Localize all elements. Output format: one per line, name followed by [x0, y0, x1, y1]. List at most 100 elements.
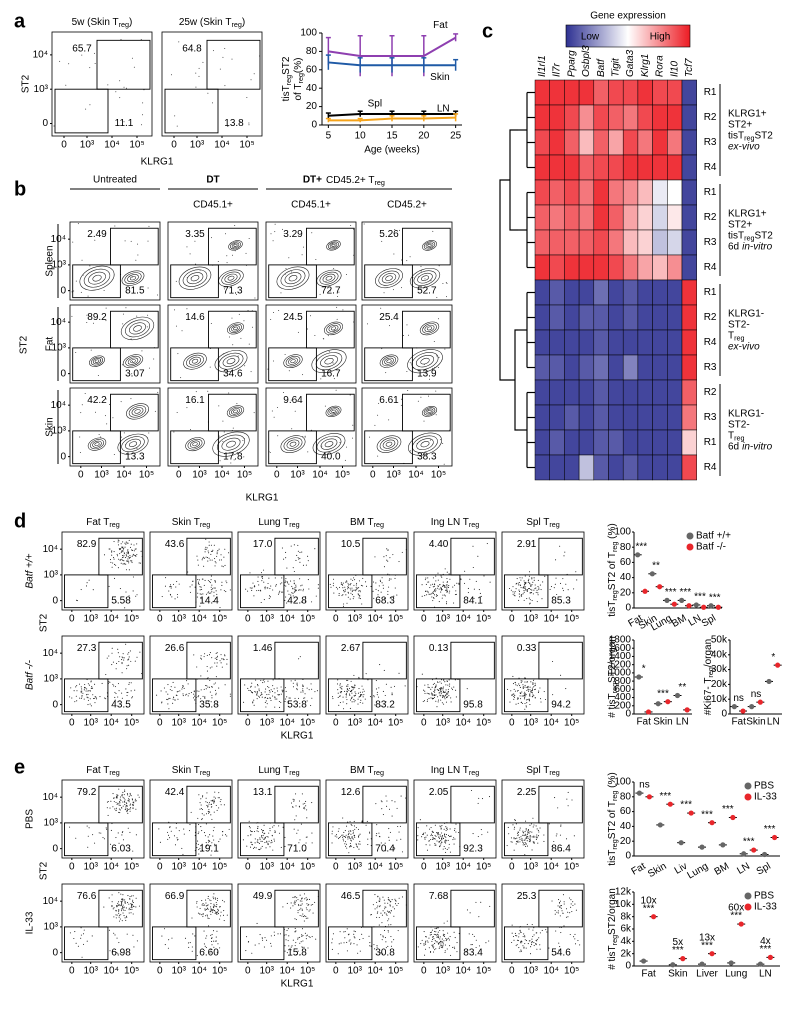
event-dot: [127, 691, 129, 693]
event-dot: [158, 828, 160, 830]
event-dot: [361, 694, 363, 696]
event-dot: [520, 931, 522, 933]
event-dot: [527, 832, 529, 834]
event-dot: [121, 807, 123, 809]
event-dot: [431, 686, 433, 688]
event-dot: [268, 832, 270, 834]
event-dot: [434, 940, 436, 942]
event-dot: [360, 699, 362, 701]
heatmap-cell: [534, 179, 550, 206]
event-dot: [386, 548, 388, 550]
event-dot: [443, 935, 445, 938]
event-dot: [137, 254, 139, 256]
event-dot: [448, 585, 450, 587]
heatmap-cell: [622, 229, 639, 256]
event-dot: [551, 900, 553, 902]
event-dot: [105, 307, 107, 309]
event-dot: [437, 681, 439, 684]
mean-dot: [636, 674, 642, 680]
event-dot: [260, 692, 262, 694]
event-dot: [438, 841, 440, 843]
contour-line: [192, 442, 198, 447]
gate: [450, 889, 495, 928]
event-dot: [227, 125, 229, 127]
event-dot: [122, 551, 124, 553]
heatmap-cell: [593, 429, 609, 456]
heatmap-cell: [593, 104, 609, 131]
event-dot: [438, 265, 440, 267]
event-dot: [112, 562, 114, 564]
event-dot: [518, 837, 520, 839]
event-dot: [117, 832, 119, 834]
event-dot: [394, 900, 396, 902]
event-dot: [196, 666, 198, 668]
event-dot: [532, 935, 534, 938]
column-header-part: reg: [469, 768, 479, 777]
heatmap-cell: [593, 204, 609, 231]
event-dot: [440, 695, 442, 697]
event-dot: [432, 947, 434, 949]
event-dot: [439, 681, 441, 683]
x-tick-label: 10³: [83, 862, 98, 873]
event-dot: [267, 368, 269, 370]
event-dot: [343, 591, 345, 593]
event-dot: [344, 841, 346, 843]
event-dot: [530, 823, 532, 825]
contour-line: [325, 405, 342, 418]
event-dot: [434, 824, 436, 826]
event-dot: [131, 549, 133, 551]
event-dot: [129, 650, 131, 652]
event-dot: [488, 796, 491, 798]
event-dot: [376, 916, 378, 918]
event-dot: [518, 933, 520, 935]
event-dot: [294, 902, 296, 904]
event-dot: [384, 908, 386, 910]
event-dot: [118, 558, 120, 560]
y-tick-label: 100: [614, 777, 631, 788]
event-dot: [299, 702, 301, 705]
event-dot: [81, 956, 83, 958]
event-dot: [122, 657, 124, 659]
event-dot: [434, 942, 436, 945]
event-dot: [213, 796, 215, 798]
event-dot: [348, 693, 351, 695]
contour-line: [326, 240, 341, 251]
event-dot: [123, 547, 125, 550]
event-dot: [344, 690, 346, 693]
event-dot: [401, 259, 403, 261]
x-tick-label: 10³: [190, 140, 205, 151]
event-dot: [426, 692, 428, 694]
event-dot: [117, 648, 119, 650]
contour-line: [413, 270, 437, 286]
event-dot: [224, 684, 226, 686]
event-dot: [228, 552, 230, 554]
event-dot: [124, 789, 126, 791]
event-dot: [440, 699, 442, 701]
event-dot: [153, 358, 155, 360]
event-dot: [320, 378, 322, 380]
event-dot: [80, 697, 82, 699]
event-dot: [251, 952, 253, 954]
event-dot: [517, 831, 519, 833]
event-dot: [122, 907, 124, 909]
event-dot: [434, 694, 436, 697]
heatmap-cell: [564, 279, 580, 306]
event-dot: [111, 901, 113, 903]
contour-line: [186, 354, 204, 368]
event-dot: [117, 541, 119, 543]
event-dot: [349, 699, 352, 701]
x-tick-label: 10⁴: [104, 140, 119, 151]
event-dot: [382, 690, 384, 693]
heatmap-cell: [667, 104, 683, 131]
event-dot: [535, 587, 537, 589]
x-tick-label: 10³: [83, 718, 98, 729]
event-dot: [172, 702, 174, 704]
event-dot: [394, 228, 396, 230]
event-dot: [263, 599, 265, 601]
event-dot: [449, 851, 451, 853]
event-dot: [224, 85, 226, 87]
event-dot: [424, 690, 426, 692]
event-dot: [198, 583, 200, 585]
contour-line: [386, 359, 392, 364]
event-dot: [536, 834, 538, 836]
